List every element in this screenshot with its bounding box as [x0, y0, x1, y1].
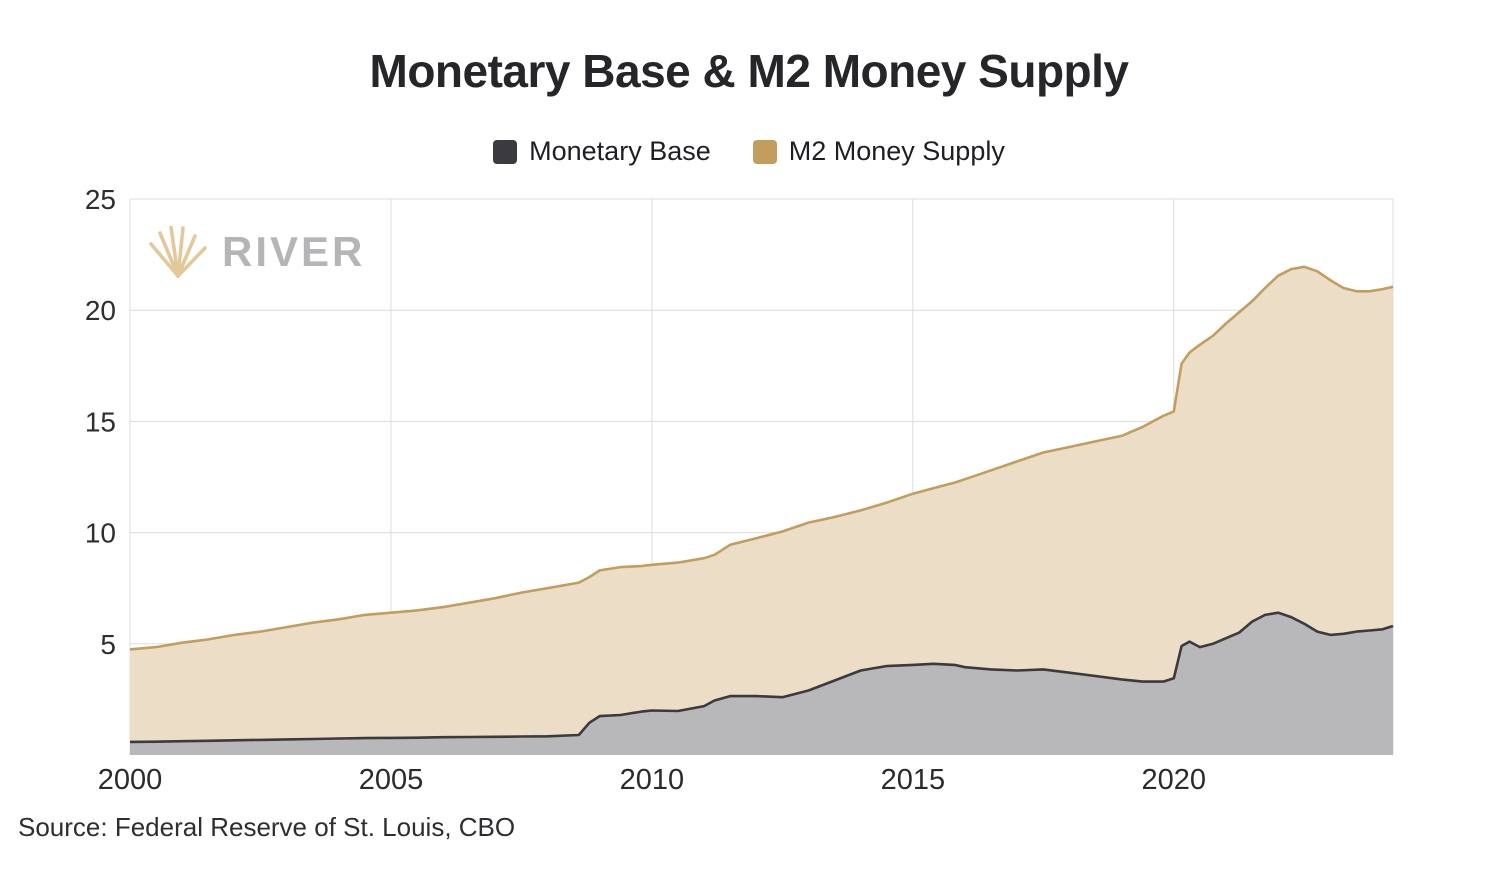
- series-monetary-base: [129, 611, 1394, 755]
- river-logo-text: RIVER: [222, 228, 366, 275]
- legend-label-m2-money-supply: M2 Money Supply: [788, 136, 1005, 166]
- x-tick-label: 2000: [98, 764, 163, 796]
- source-note: Source: Federal Reserve of St. Louis, CB…: [18, 812, 516, 842]
- legend-item-m2-money-supply[interactable]: M2 Money Supply: [752, 136, 1005, 167]
- axis-labels: 5 10 15 20 25 2000 2005 2010 2015 2020: [85, 184, 1206, 796]
- monetary-base-swatch-icon: [493, 139, 518, 164]
- x-tick-label: 2015: [881, 764, 946, 796]
- river-logo-icon: [149, 226, 207, 278]
- x-tick-label: 2005: [359, 764, 424, 796]
- chart-title: Monetary Base & M2 Money Supply: [369, 45, 1130, 97]
- x-tick-label: 2010: [620, 764, 685, 796]
- m2-money-supply-swatch-icon: [752, 139, 777, 164]
- y-tick-label: 10: [85, 518, 116, 549]
- series-m2-money-supply: [129, 265, 1394, 755]
- legend-label-monetary-base: Monetary Base: [529, 136, 711, 166]
- y-tick-label: 5: [100, 629, 116, 660]
- river-watermark: RIVER: [148, 226, 365, 278]
- y-tick-label: 15: [85, 406, 116, 437]
- y-tick-label: 25: [85, 184, 116, 215]
- legend-item-monetary-base[interactable]: Monetary Base: [493, 136, 711, 167]
- x-tick-label: 2020: [1142, 764, 1207, 796]
- legend: Monetary Base M2 Money Supply: [0, 136, 1498, 167]
- y-tick-label: 20: [85, 295, 116, 326]
